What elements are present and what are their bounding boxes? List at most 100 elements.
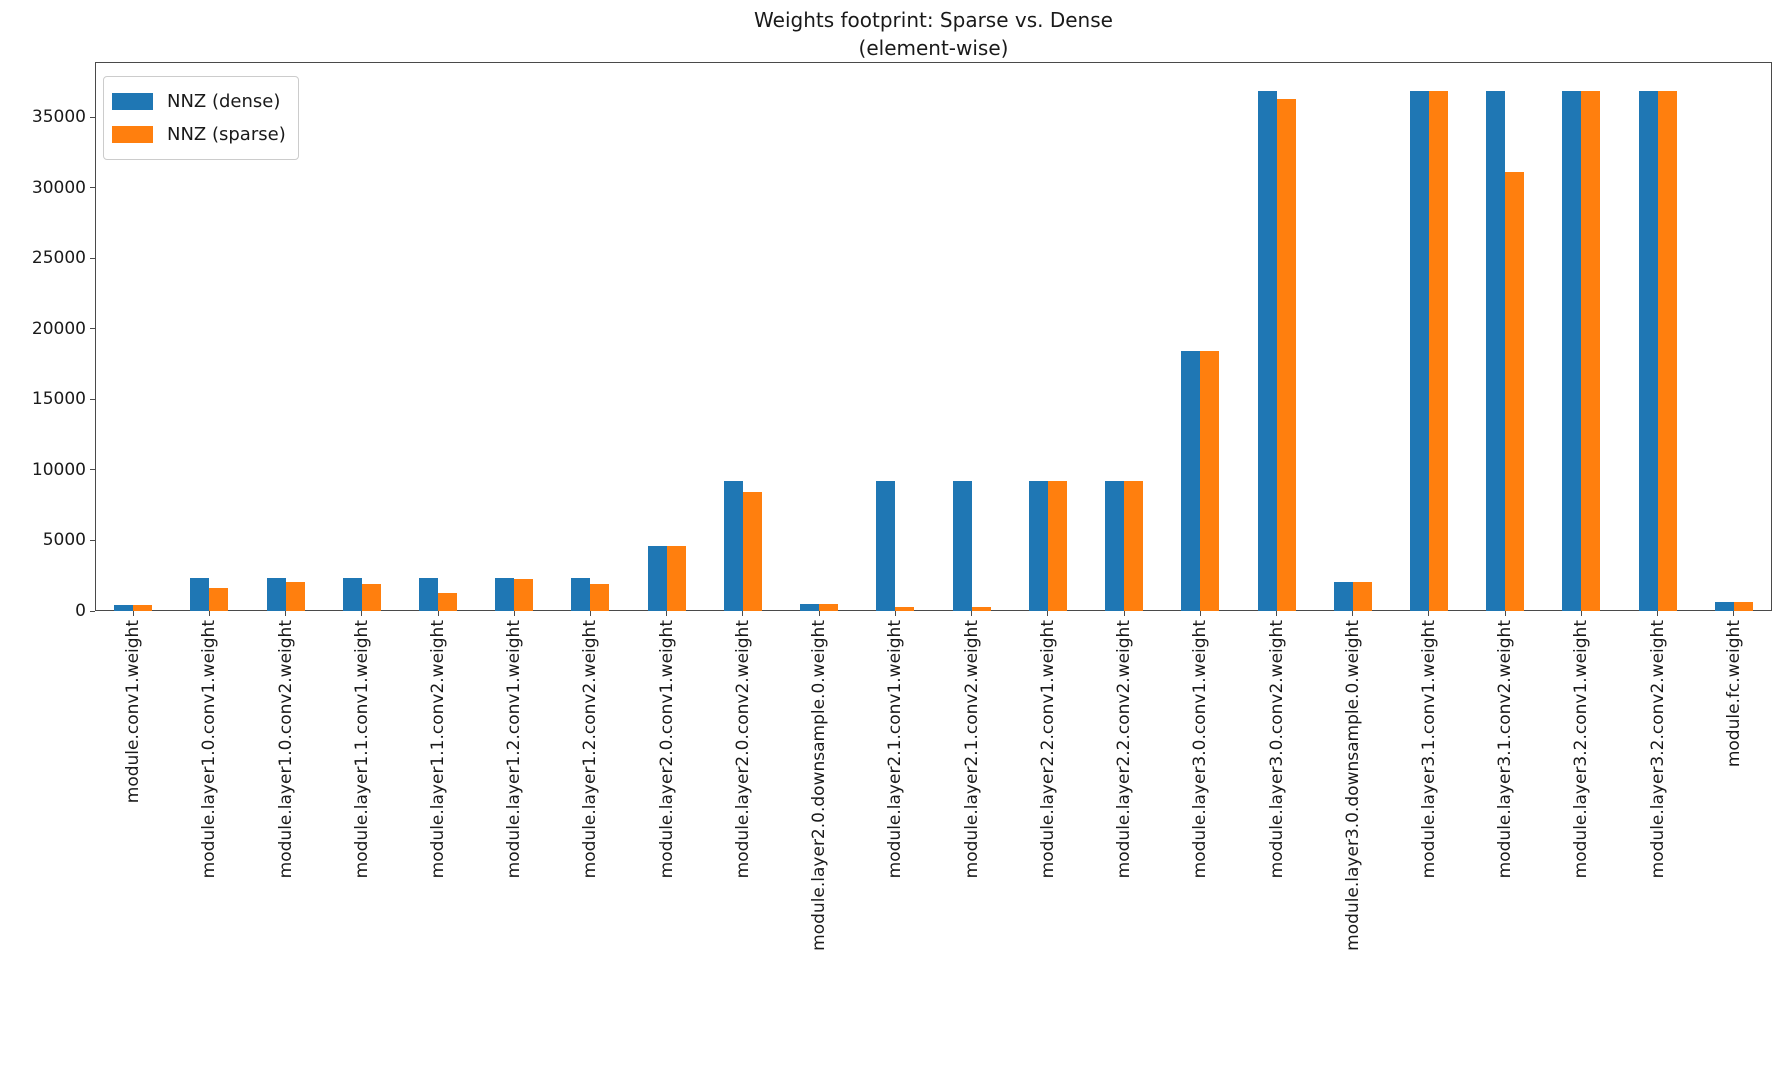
x-axis-tick [1123,611,1125,616]
bar-dense [1181,351,1201,611]
x-axis-tick-label: module.layer3.0.conv1.weight [1190,620,1211,879]
x-axis-tick [589,611,591,616]
bar-dense [1105,481,1125,611]
chart-title: Weights footprint: Sparse vs. Dense (ele… [754,8,1113,60]
bar-dense [266,578,286,611]
bar-sparse [819,604,839,611]
y-axis-tick-label: 15000 [31,389,86,410]
x-axis-tick-label: module.layer2.0.conv2.weight [732,620,753,879]
bar-dense [1333,582,1353,611]
bar-sparse [209,588,229,611]
x-axis-tick-label: module.fc.weight [1723,620,1744,768]
x-axis-tick [666,611,668,616]
x-axis-tick-label: module.layer3.2.conv1.weight [1571,620,1592,879]
legend-label-dense: NNZ (dense) [167,91,281,112]
bar-sparse [514,579,534,611]
bar-sparse [438,593,458,611]
x-axis-tick [818,611,820,616]
x-axis-tick-label: module.layer2.1.conv2.weight [961,620,982,879]
y-axis-tick-label: 0 [75,601,86,621]
bar-sparse [971,607,991,611]
legend-swatch-sparse-icon [112,126,153,143]
bar-sparse [1276,99,1296,611]
x-axis-tick-label: module.conv1.weight [123,620,144,804]
bar-dense [800,604,820,611]
bar-dense [495,578,515,611]
x-axis-tick-label: module.layer2.1.conv1.weight [885,620,906,879]
x-axis-tick [1733,611,1735,616]
bar-sparse [1124,481,1144,611]
y-axis-tick-label: 30000 [31,177,86,198]
x-axis-tick [285,611,287,616]
bar-sparse [742,492,762,611]
x-axis-tick [513,611,515,616]
x-axis-tick [437,611,439,616]
y-axis-tick [90,469,95,471]
bar-sparse [133,605,153,611]
y-axis-tick-label: 20000 [31,318,86,339]
y-axis-tick-label: 5000 [42,530,86,551]
bar-sparse [1352,582,1372,611]
x-axis-tick-label: module.layer1.0.conv1.weight [199,620,220,879]
x-axis-tick [1352,611,1354,616]
y-axis-tick [90,187,95,189]
x-axis-tick [1504,611,1506,616]
x-axis-tick-label: module.layer2.0.downsample.0.weight [809,620,830,951]
x-axis-tick [1047,611,1049,616]
bar-sparse [285,582,305,611]
bar-sparse [1200,351,1220,611]
y-axis-tick [90,539,95,541]
legend-item-dense: NNZ (dense) [112,85,286,118]
bar-sparse [1047,481,1067,611]
y-axis-tick-label: 35000 [31,107,86,128]
x-axis-tick-label: module.layer3.0.conv2.weight [1266,620,1287,879]
x-axis-tick-label: module.layer2.2.conv1.weight [1037,620,1058,879]
bar-dense [419,578,439,611]
bar-dense [1409,91,1429,611]
x-axis-tick [894,611,896,616]
bar-dense [1257,91,1277,611]
x-axis-tick [132,611,134,616]
bar-sparse [361,584,381,611]
x-axis-tick [361,611,363,616]
y-axis-tick-label: 10000 [31,459,86,480]
x-axis-tick-label: module.layer2.2.conv2.weight [1114,620,1135,879]
x-axis-tick [1657,611,1659,616]
bar-sparse [1733,602,1753,611]
legend-label-sparse: NNZ (sparse) [167,124,286,145]
bar-sparse [1505,172,1525,611]
bar-dense [342,578,362,611]
bar-dense [1714,602,1734,611]
x-axis-tick-label: module.layer1.1.conv2.weight [428,620,449,879]
bar-dense [1486,91,1506,611]
x-axis-tick [1199,611,1201,616]
x-axis-tick [1428,611,1430,616]
bar-dense [114,605,134,611]
x-axis-tick-label: module.layer3.2.conv2.weight [1647,620,1668,879]
x-axis-tick [1276,611,1278,616]
bar-dense [952,481,972,611]
x-axis-tick-label: module.layer1.2.conv1.weight [504,620,525,879]
x-axis-tick-label: module.layer3.1.conv2.weight [1495,620,1516,879]
bar-dense [1562,91,1582,611]
bar-sparse [1581,91,1601,611]
bar-dense [571,578,591,611]
y-axis-tick [90,398,95,400]
x-axis-tick-label: module.layer1.0.conv2.weight [275,620,296,879]
legend-swatch-dense-icon [112,93,153,110]
x-axis-tick-label: module.layer1.1.conv1.weight [351,620,372,879]
bar-sparse [895,607,915,611]
y-axis-tick-label: 25000 [31,248,86,269]
bar-sparse [590,584,610,611]
y-axis-tick [90,328,95,330]
bar-dense [876,481,896,611]
x-axis-tick-label: module.layer3.0.downsample.0.weight [1342,620,1363,951]
x-axis-tick-label: module.layer3.1.conv1.weight [1418,620,1439,879]
x-axis-tick [742,611,744,616]
legend-item-sparse: NNZ (sparse) [112,118,286,151]
y-axis-tick [90,116,95,118]
bar-sparse [1657,91,1677,611]
bar-sparse [666,546,686,611]
x-axis-tick-label: module.layer2.0.conv1.weight [656,620,677,879]
bar-dense [647,546,667,611]
